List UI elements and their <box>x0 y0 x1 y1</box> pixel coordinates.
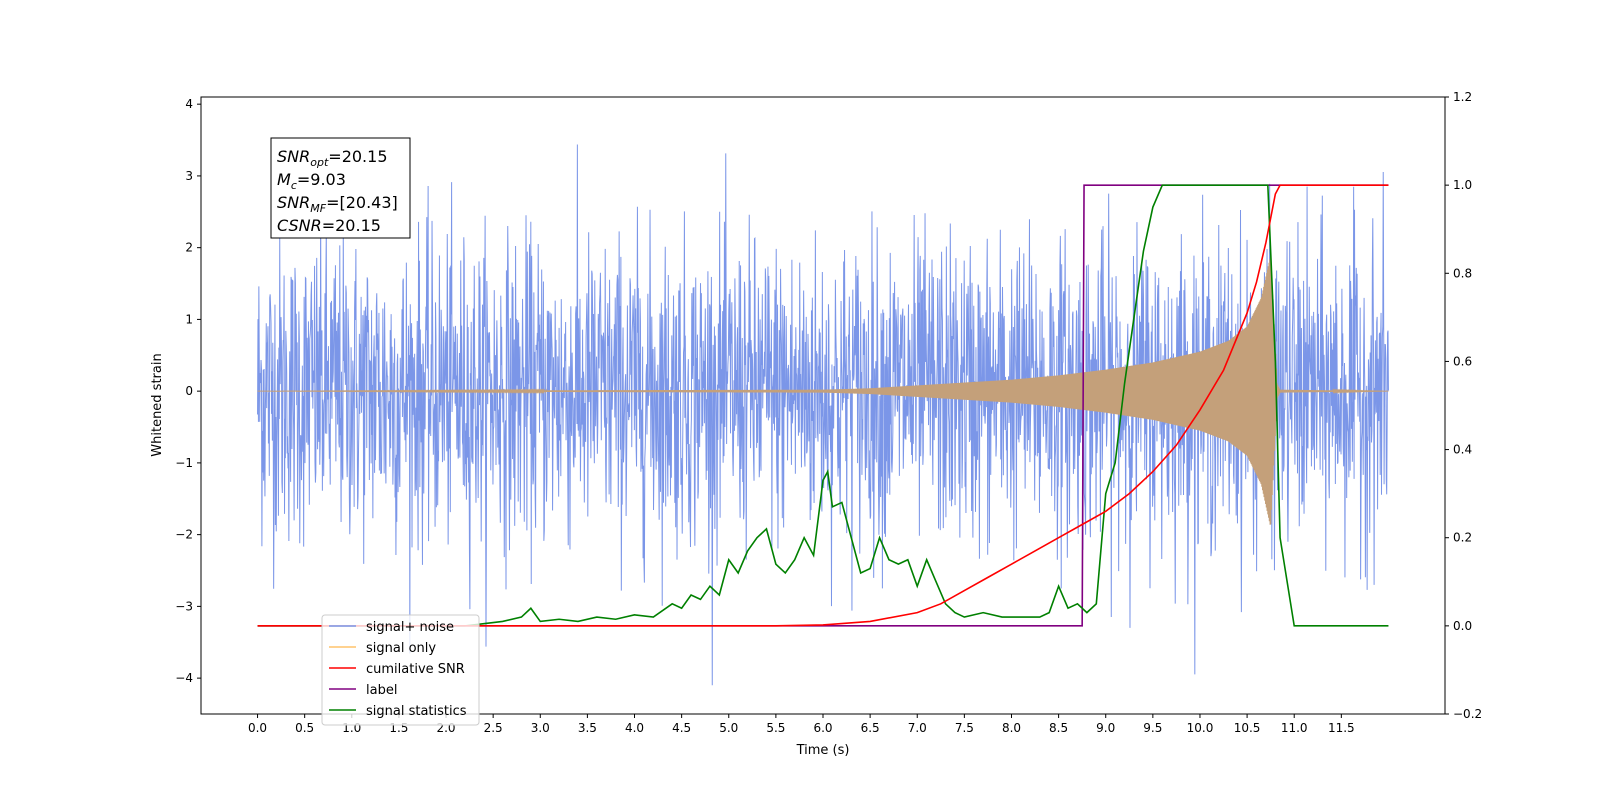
legend-label: signal only <box>366 641 436 656</box>
x-tick-label: 5.0 <box>719 721 738 735</box>
annotation-value: =20.15 <box>322 216 381 235</box>
right-axis-series <box>257 184 1389 627</box>
y-tick-label: 2 <box>185 241 193 255</box>
annotation-line: Mc=9.03 <box>277 170 346 192</box>
annotation-line: SNRMF=[20.43] <box>277 193 398 215</box>
y-tick-label: 1 <box>185 312 193 326</box>
x-tick-label: 4.0 <box>625 721 644 735</box>
right-y-axis-ticks: −0.2 0.0 0.2 0.4 0.6 0.8 1.0 1.2 <box>1445 90 1482 721</box>
right-y-tick-label: 0.4 <box>1453 443 1472 457</box>
signal-statistics-line <box>257 184 1389 627</box>
y-tick-label: −1 <box>175 456 193 470</box>
right-y-tick-label: 1.2 <box>1453 90 1472 104</box>
annotation-value: =[20.43] <box>326 193 398 212</box>
signal-only-line <box>257 255 1389 525</box>
x-tick-label: 11.5 <box>1328 721 1355 735</box>
x-tick-label: 7.0 <box>908 721 927 735</box>
legend-entry: signal+ noise <box>329 620 454 635</box>
x-tick-label: 10.5 <box>1234 721 1261 735</box>
x-tick-label: 11.0 <box>1281 721 1308 735</box>
legend-entry: label <box>329 683 397 698</box>
annotation-box: SNRopt=20.15Mc=9.03SNRMF=[20.43]CSNR=20.… <box>270 137 411 239</box>
annotation-value: =20.15 <box>328 147 387 166</box>
x-tick-label: 3.5 <box>578 721 597 735</box>
x-tick-label: 9.5 <box>1143 721 1162 735</box>
right-y-tick-label: 0.8 <box>1453 266 1472 280</box>
x-tick-label: 6.5 <box>861 721 880 735</box>
signal-only-series <box>257 255 1389 525</box>
annotation-subscript: opt <box>310 156 329 169</box>
y-tick-label: −4 <box>175 671 193 685</box>
right-y-tick-label: 0.0 <box>1453 619 1472 633</box>
legend-label: signal+ noise <box>366 620 454 635</box>
y-axis-ticks: −4 −3 −2 −1 0 1 2 3 4 <box>175 97 201 685</box>
x-tick-label: 0.5 <box>295 721 314 735</box>
x-axis-ticks: 0.0 0.5 1.0 1.5 2.0 2.5 3.0 3.5 4.0 4.5 5.0 5.5 6.0 6… <box>248 714 1355 735</box>
right-y-tick-label: 1.0 <box>1453 178 1472 192</box>
x-tick-label: 5.5 <box>766 721 785 735</box>
annotation-symbol: CSNR <box>277 216 322 235</box>
y-tick-label: −2 <box>175 528 193 542</box>
cumilative-snr-line <box>257 184 1389 627</box>
x-tick-label: 9.0 <box>1096 721 1115 735</box>
annotation-value: =9.03 <box>297 170 346 189</box>
x-axis-label: Time (s) <box>796 743 850 758</box>
legend-entry: cumilative SNR <box>329 662 465 677</box>
x-tick-label: 8.0 <box>1002 721 1021 735</box>
legend-label: label <box>366 683 397 698</box>
legend-label: signal statistics <box>366 704 467 719</box>
right-y-tick-label: −0.2 <box>1453 707 1482 721</box>
annotation-symbol: M <box>277 170 291 189</box>
annotation-frame <box>270 137 411 239</box>
annotation-line: CSNR=20.15 <box>277 216 381 235</box>
x-tick-label: 4.5 <box>672 721 691 735</box>
annotation-symbol: SNR <box>277 193 310 212</box>
y-tick-label: 4 <box>185 97 193 111</box>
annotation-subscript: MF <box>310 202 326 215</box>
y-tick-label: 0 <box>185 384 193 398</box>
annotation-symbol: SNR <box>277 147 310 166</box>
right-y-tick-label: 0.6 <box>1453 354 1472 368</box>
legend: signal+ noise signal only cumilative SNR la… <box>321 614 480 726</box>
x-tick-label: 2.5 <box>484 721 503 735</box>
x-tick-label: 0.0 <box>248 721 267 735</box>
x-tick-label: 3.0 <box>531 721 550 735</box>
annotation-line: SNRopt=20.15 <box>277 147 388 169</box>
x-tick-label: 7.5 <box>955 721 974 735</box>
x-tick-label: 6.0 <box>813 721 832 735</box>
legend-frame <box>321 614 480 726</box>
legend-entry: signal only <box>329 641 436 656</box>
annotation-subscript: c <box>291 179 297 192</box>
y-tick-label: 3 <box>185 169 193 183</box>
y-tick-label: −3 <box>175 599 193 613</box>
x-tick-label: 8.5 <box>1049 721 1068 735</box>
y-axis-label: Whitened strain <box>150 353 165 456</box>
x-tick-label: 10.0 <box>1187 721 1214 735</box>
legend-entry: signal statistics <box>329 704 467 719</box>
legend-label: cumilative SNR <box>366 662 465 677</box>
right-y-tick-label: 0.2 <box>1453 531 1472 545</box>
